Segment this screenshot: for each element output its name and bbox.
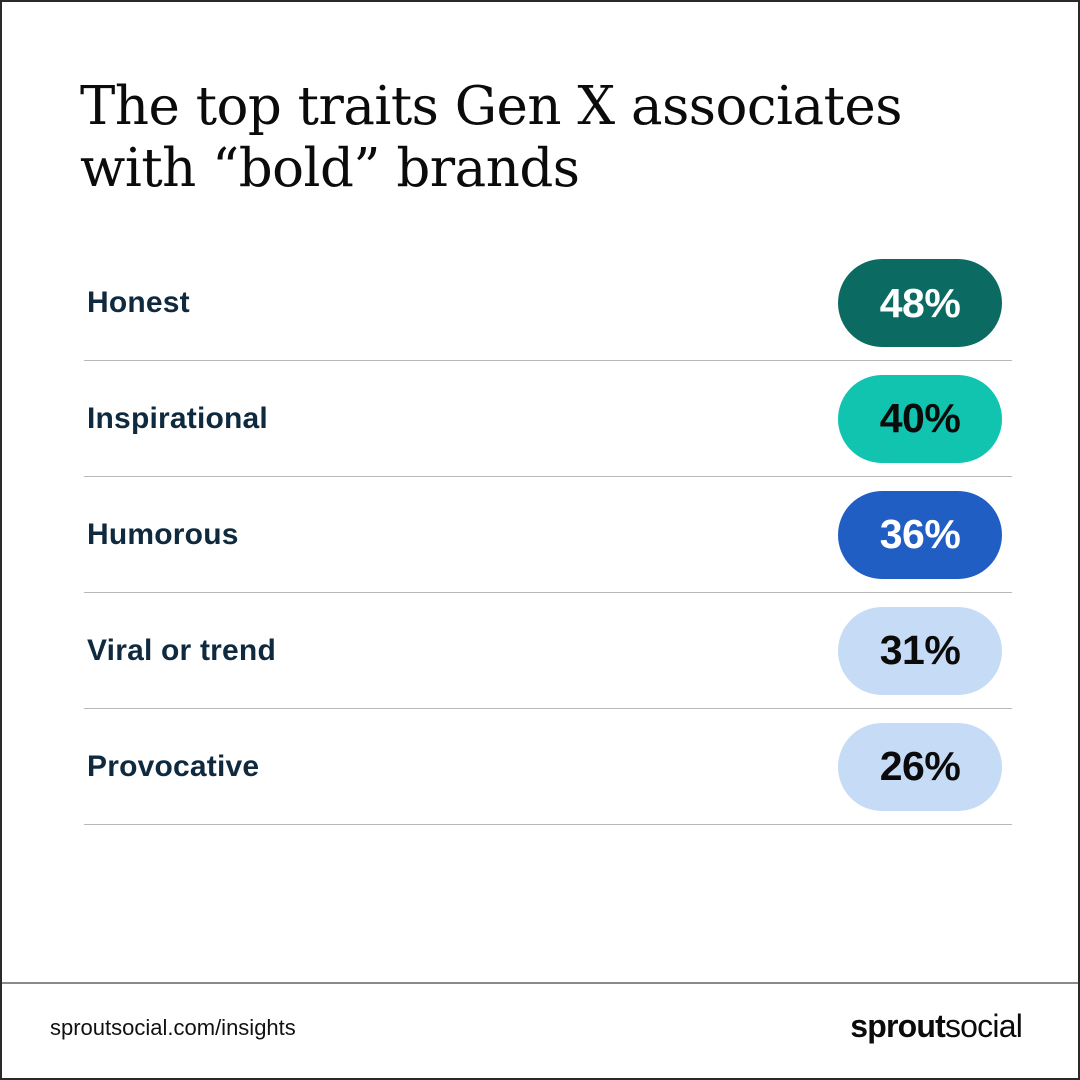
- trait-row: Inspirational 40%: [84, 361, 1012, 477]
- trait-label: Viral or trend: [87, 633, 276, 667]
- logo-bold-text: sprout: [850, 1008, 946, 1044]
- trait-label: Humorous: [87, 517, 239, 551]
- logo-light-text: social: [944, 1008, 1023, 1044]
- trait-label: Inspirational: [87, 401, 268, 435]
- trait-row: Honest 48%: [84, 246, 1012, 361]
- trait-list: Honest 48% Inspirational 40% Humorous 36…: [84, 246, 1012, 825]
- footer-divider: [2, 982, 1078, 984]
- trait-label: Honest: [87, 286, 190, 319]
- title-line-2: with “bold” brands: [80, 138, 580, 199]
- chart-title: The top traits Gen X associates with “bo…: [80, 76, 980, 200]
- percentage-pill: 40%: [838, 374, 1002, 463]
- percentage-pill: 26%: [838, 722, 1002, 811]
- percentage-pill: 48%: [838, 259, 1002, 347]
- sprout-social-logo: sproutsocial: [850, 1008, 1023, 1045]
- percentage-pill: 36%: [838, 490, 1002, 579]
- trait-label: Provocative: [87, 749, 260, 783]
- title-line-1: The top traits Gen X associates: [80, 76, 902, 137]
- trait-row: Humorous 36%: [84, 477, 1012, 593]
- footer-url: sproutsocial.com/insights: [50, 1015, 296, 1040]
- trait-row: Provocative 26%: [84, 709, 1012, 825]
- percentage-pill: 31%: [838, 606, 1002, 695]
- trait-row: Viral or trend 31%: [84, 593, 1012, 709]
